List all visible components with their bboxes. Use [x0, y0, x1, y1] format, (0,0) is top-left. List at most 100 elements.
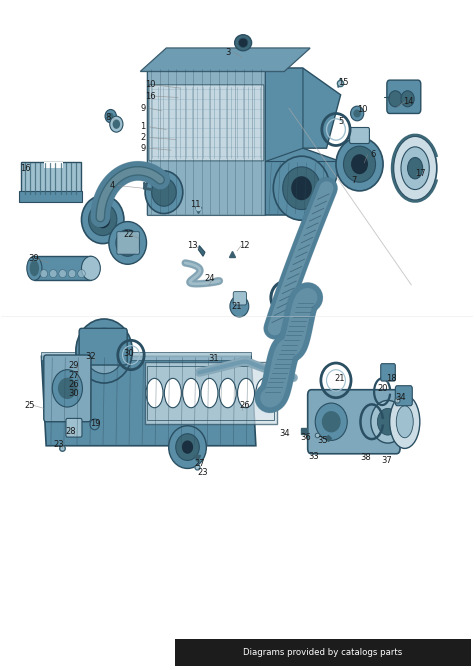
Ellipse shape — [49, 269, 57, 277]
Text: 34: 34 — [279, 429, 290, 438]
Text: 5: 5 — [338, 117, 344, 126]
Text: 24: 24 — [204, 275, 215, 283]
FancyBboxPatch shape — [387, 80, 421, 113]
FancyBboxPatch shape — [66, 418, 82, 437]
Ellipse shape — [393, 136, 437, 200]
FancyBboxPatch shape — [308, 390, 400, 454]
FancyBboxPatch shape — [395, 386, 412, 406]
Ellipse shape — [108, 113, 114, 119]
Ellipse shape — [351, 154, 368, 174]
Ellipse shape — [169, 425, 206, 468]
Text: 27: 27 — [68, 371, 79, 379]
Text: 21: 21 — [334, 374, 345, 383]
Polygon shape — [21, 161, 81, 195]
Ellipse shape — [152, 178, 176, 206]
Text: 7: 7 — [352, 176, 357, 185]
Ellipse shape — [371, 401, 405, 443]
Text: 18: 18 — [387, 374, 397, 383]
Ellipse shape — [396, 406, 413, 438]
Ellipse shape — [68, 269, 76, 277]
Ellipse shape — [164, 379, 182, 408]
Text: Diagrams provided by catalogs parts: Diagrams provided by catalogs parts — [243, 648, 402, 657]
Text: 28: 28 — [65, 427, 76, 436]
Ellipse shape — [27, 256, 42, 280]
Text: 32: 32 — [85, 352, 96, 361]
Ellipse shape — [336, 137, 383, 191]
Polygon shape — [198, 246, 205, 256]
Text: 27: 27 — [195, 458, 205, 468]
Ellipse shape — [82, 196, 124, 244]
Text: 22: 22 — [123, 230, 134, 239]
Ellipse shape — [84, 328, 124, 374]
Ellipse shape — [235, 35, 252, 51]
Text: 6: 6 — [371, 150, 376, 159]
Ellipse shape — [182, 440, 193, 454]
Ellipse shape — [93, 338, 116, 364]
Polygon shape — [41, 356, 256, 446]
Text: 39: 39 — [29, 255, 39, 263]
Polygon shape — [265, 68, 303, 161]
Ellipse shape — [315, 403, 347, 440]
Polygon shape — [140, 48, 310, 72]
Ellipse shape — [116, 230, 139, 256]
Ellipse shape — [30, 260, 39, 276]
Ellipse shape — [78, 269, 85, 277]
Ellipse shape — [201, 379, 218, 408]
Polygon shape — [35, 256, 91, 280]
Text: 11: 11 — [190, 200, 201, 210]
Ellipse shape — [90, 419, 100, 429]
Polygon shape — [44, 161, 63, 168]
Ellipse shape — [110, 116, 123, 132]
Text: 25: 25 — [24, 401, 35, 409]
Text: 21: 21 — [231, 302, 242, 311]
FancyBboxPatch shape — [149, 85, 264, 161]
Ellipse shape — [76, 319, 132, 383]
Text: 3: 3 — [225, 48, 230, 56]
Ellipse shape — [105, 109, 117, 123]
Text: 34: 34 — [395, 393, 406, 402]
Text: 10: 10 — [145, 80, 155, 89]
Ellipse shape — [109, 222, 146, 264]
Ellipse shape — [389, 91, 402, 107]
Text: 16: 16 — [20, 163, 31, 173]
Text: 19: 19 — [90, 419, 100, 427]
Ellipse shape — [219, 379, 236, 408]
Ellipse shape — [354, 109, 361, 117]
Ellipse shape — [113, 119, 120, 129]
Text: 23: 23 — [197, 468, 208, 477]
Ellipse shape — [59, 269, 66, 277]
Polygon shape — [147, 68, 341, 148]
Ellipse shape — [351, 106, 364, 121]
Polygon shape — [147, 68, 265, 215]
Text: 2: 2 — [140, 133, 146, 142]
Ellipse shape — [95, 211, 110, 228]
Text: 9: 9 — [140, 143, 146, 153]
Text: 29: 29 — [68, 361, 79, 371]
Ellipse shape — [283, 167, 320, 210]
Ellipse shape — [182, 379, 200, 408]
Text: 16: 16 — [145, 92, 156, 100]
Ellipse shape — [58, 378, 77, 399]
Ellipse shape — [408, 157, 423, 179]
Text: 15: 15 — [338, 78, 349, 87]
Ellipse shape — [238, 38, 248, 48]
Ellipse shape — [322, 411, 341, 432]
Ellipse shape — [256, 379, 273, 408]
FancyBboxPatch shape — [117, 232, 139, 255]
Text: 8: 8 — [105, 113, 110, 122]
Ellipse shape — [82, 256, 100, 280]
Polygon shape — [41, 352, 251, 360]
Ellipse shape — [40, 269, 47, 277]
Text: 1: 1 — [140, 123, 146, 131]
Text: 31: 31 — [209, 354, 219, 363]
Text: 33: 33 — [309, 452, 319, 461]
Text: 36: 36 — [301, 433, 311, 442]
Ellipse shape — [377, 409, 398, 435]
Text: 26: 26 — [68, 380, 79, 389]
Text: 38: 38 — [360, 454, 371, 462]
Ellipse shape — [176, 433, 199, 460]
FancyBboxPatch shape — [381, 364, 395, 381]
Ellipse shape — [401, 147, 429, 190]
Text: 23: 23 — [53, 440, 64, 449]
FancyBboxPatch shape — [350, 127, 369, 143]
